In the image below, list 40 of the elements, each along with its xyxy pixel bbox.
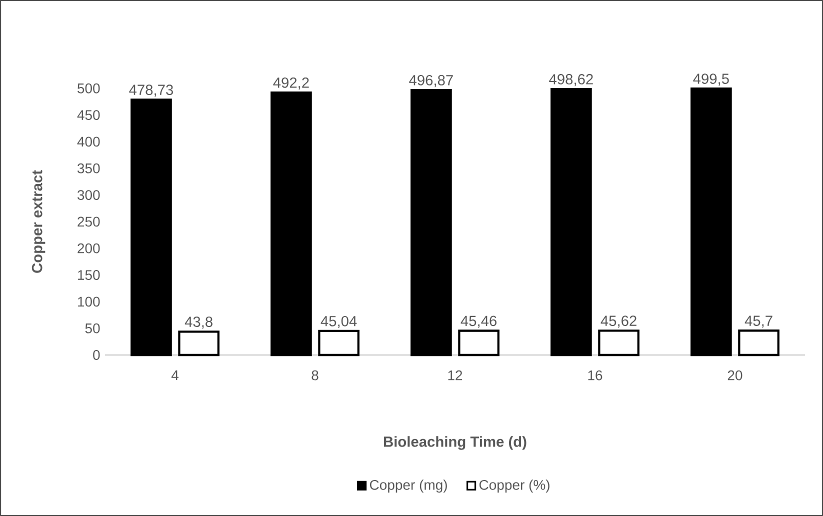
y-tick-label: 0 bbox=[93, 350, 100, 360]
data-label: 492,2 bbox=[273, 77, 309, 90]
x-tick-label: 16 bbox=[588, 370, 602, 380]
y-tick-label: 250 bbox=[78, 216, 100, 227]
y-tick-label: 50 bbox=[85, 323, 100, 334]
x-tick-label: 12 bbox=[448, 370, 462, 380]
y-tick-label: 350 bbox=[77, 163, 100, 174]
y-axis-title: Copper extract bbox=[32, 170, 46, 273]
x-tick-label: 4 bbox=[171, 370, 178, 380]
bar bbox=[550, 88, 592, 356]
bar bbox=[690, 88, 732, 356]
y-tick-label: 150 bbox=[78, 270, 100, 280]
bar bbox=[178, 330, 220, 356]
data-label: 45,7 bbox=[744, 316, 772, 328]
data-label: 496,87 bbox=[409, 74, 453, 88]
data-label: 478,73 bbox=[129, 84, 173, 97]
bar bbox=[130, 98, 172, 356]
data-label: 45,04 bbox=[320, 316, 357, 328]
bar bbox=[410, 88, 452, 356]
x-tick-label: 20 bbox=[728, 370, 742, 380]
data-label: 45,46 bbox=[460, 316, 496, 328]
data-label: 498,62 bbox=[549, 74, 593, 86]
y-tick-label: 400 bbox=[77, 136, 100, 147]
bar bbox=[458, 330, 500, 356]
data-label: 43,8 bbox=[184, 316, 212, 329]
legend-label: Copper (mg) bbox=[370, 480, 447, 493]
data-label: 499,5 bbox=[693, 74, 729, 86]
y-tick-label: 450 bbox=[77, 110, 100, 120]
bar bbox=[270, 91, 312, 356]
y-tick-label: 500 bbox=[78, 83, 100, 94]
bar bbox=[598, 330, 640, 356]
legend-label: Copper (%) bbox=[479, 480, 550, 493]
x-tick-label: 8 bbox=[312, 370, 318, 380]
x-axis-title: Bioleaching Time (d) bbox=[384, 436, 526, 450]
bar bbox=[318, 330, 360, 356]
y-tick-label: 200 bbox=[78, 243, 100, 254]
bar bbox=[738, 330, 780, 356]
y-tick-label: 300 bbox=[77, 190, 100, 200]
y-tick-label: 100 bbox=[78, 296, 100, 307]
data-label: 45,62 bbox=[600, 316, 636, 328]
